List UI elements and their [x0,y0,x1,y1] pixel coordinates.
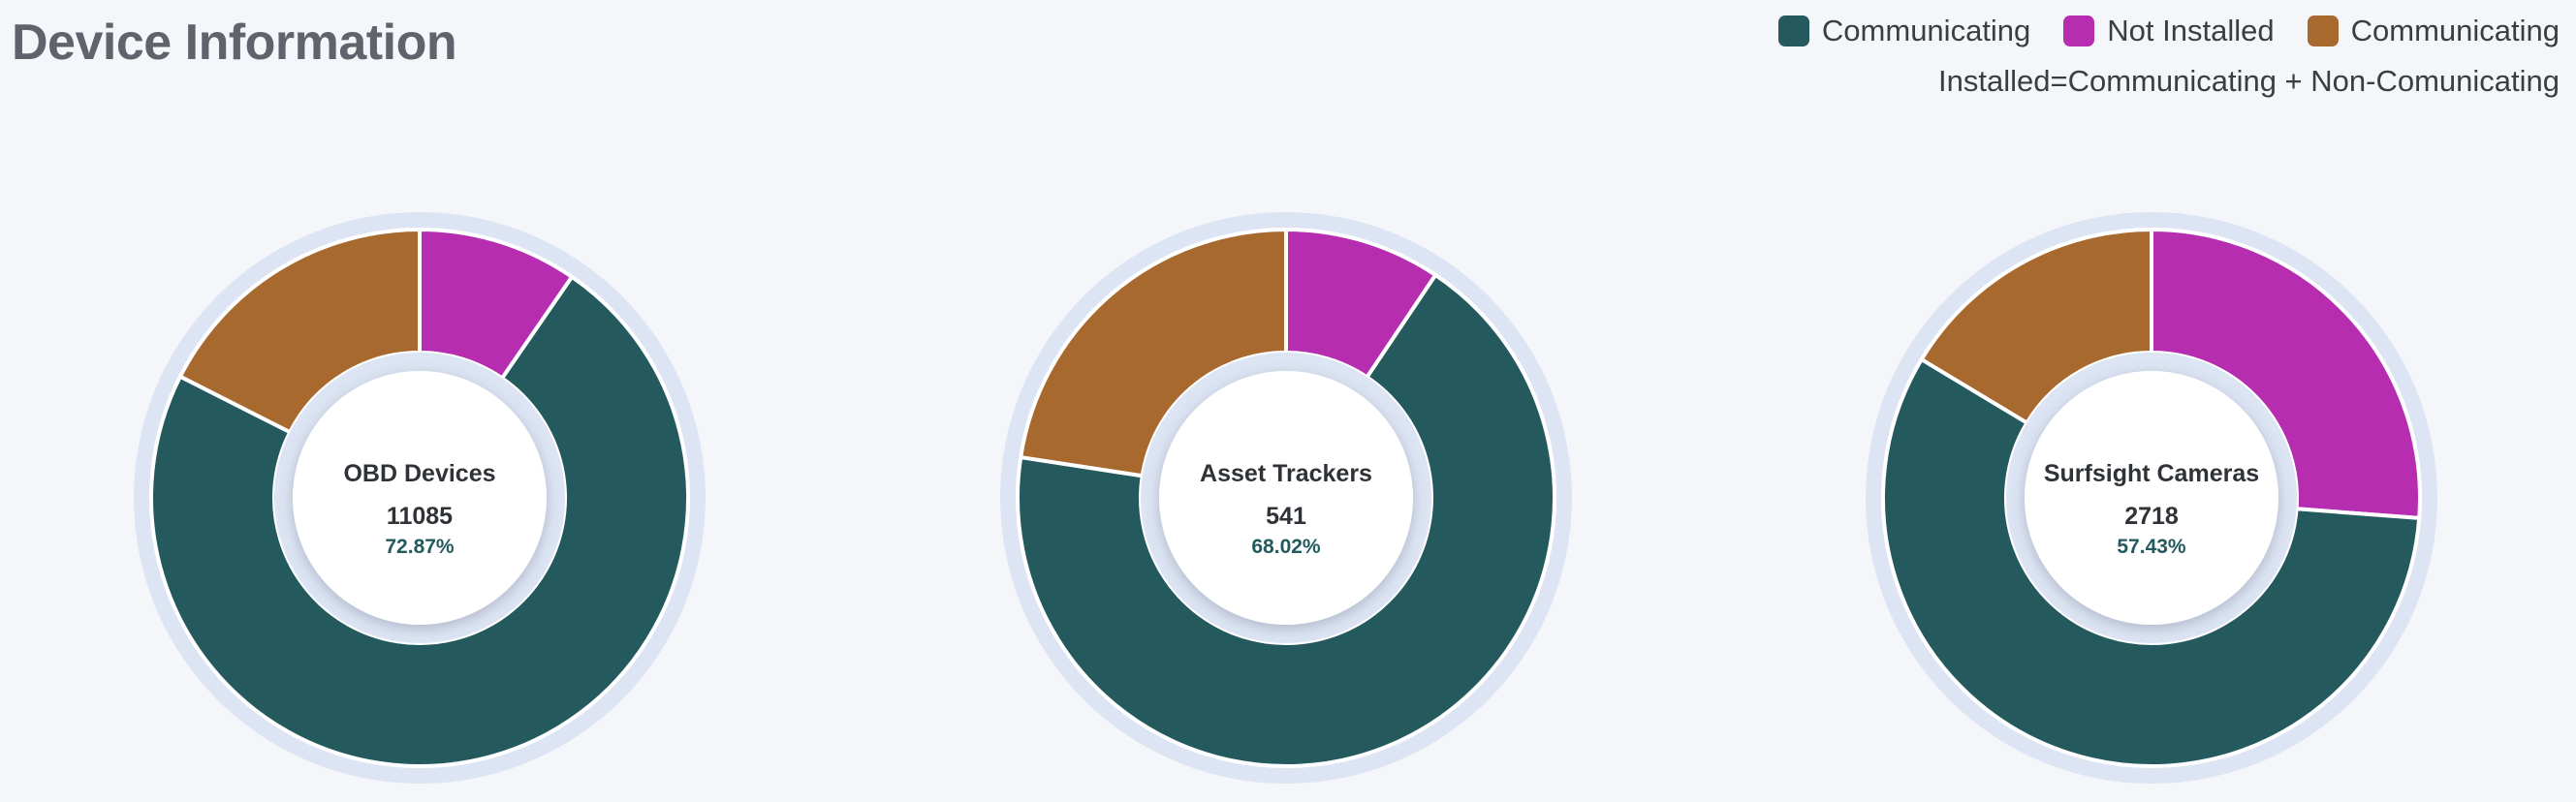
donut-chart-1 [1000,212,1572,784]
donut-center-2: Surfsight Cameras 2718 57.43% [2016,459,2287,560]
donut-chart-0 [134,212,706,784]
legend-swatch-communicating-alt [2307,15,2339,46]
legend-swatch-communicating [1777,15,1809,46]
communicating-percent: 57.43% [2117,536,2186,558]
legend-item-communicating[interactable]: Communicating [1777,14,2031,48]
legend-item-communicating-alt[interactable]: Communicating [2307,14,2560,48]
legend-label: Communicating [1821,14,2031,47]
donut-center-disc [293,371,547,625]
device-count: 541 [1266,503,1306,530]
device-type-label: Asset Trackers [1200,460,1372,487]
legend-item-not-installed[interactable]: Not Installed [2063,14,2275,48]
donut-chart-2 [1866,212,2437,784]
donut-center-1: Asset Trackers 541 68.02% [1150,459,1422,560]
communicating-percent: 68.02% [1251,536,1321,558]
device-count: 11085 [386,503,454,530]
device-type-label: Surfsight Cameras [2043,460,2260,487]
page-title: Device Information [12,15,457,71]
legend-note: Installed=Communicating + Non-Comunicati… [1938,64,2560,98]
chart-legend: Communicating Not Installed Communicatin… [1745,14,2560,48]
legend-label: Not Installed [2107,14,2275,47]
donut-center-disc [2025,371,2278,625]
legend-swatch-not-installed [2063,15,2095,46]
legend-label: Communicating [2350,14,2560,47]
donut-center-0: OBD Devices 11085 72.87% [284,459,555,560]
device-count: 2718 [2124,503,2179,530]
device-type-label: OBD Devices [343,460,496,487]
communicating-percent: 72.87% [385,536,455,558]
donut-center-disc [1159,371,1413,625]
